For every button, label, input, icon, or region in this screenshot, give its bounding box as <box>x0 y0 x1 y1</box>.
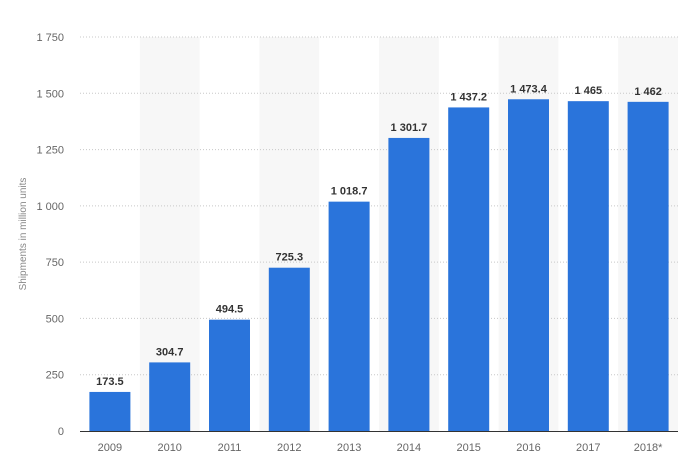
bar <box>567 101 609 431</box>
bar-data-label: 173.5 <box>96 376 124 388</box>
x-tick-label: 2010 <box>157 442 181 454</box>
bar <box>508 99 549 432</box>
bar <box>388 137 430 431</box>
y-tick-label: 1 000 <box>36 201 64 213</box>
bar-data-label: 1 018.7 <box>331 186 368 198</box>
bar <box>627 101 669 432</box>
x-tick-label: 2012 <box>277 442 301 454</box>
bar-data-label: 1 437.2 <box>450 91 487 103</box>
bar-data-labels: 173.5 304.7 494.5 725.3 1 018.7 1 301.7 1 437.… <box>96 83 662 388</box>
bar <box>149 362 191 431</box>
y-axis-title: Shipments in million units <box>18 178 29 291</box>
bar-data-label: 725.3 <box>276 252 304 264</box>
bar-data-label: 1 465 <box>575 85 603 97</box>
x-tick-label: 2016 <box>516 442 540 454</box>
y-axis-ticks: 0 250 500 750 1 000 1 250 1 500 1 750 <box>36 32 64 438</box>
x-tick-label: 2011 <box>218 442 242 454</box>
y-tick-label: 250 <box>46 370 64 382</box>
y-tick-label: 0 <box>58 426 64 438</box>
x-axis-ticks: 2009 2010 2011 2012 2013 2014 2015 2016 2017 2018… <box>98 442 664 454</box>
x-tick-label: 2014 <box>397 442 421 454</box>
y-tick-label: 750 <box>46 257 64 269</box>
x-tick-label: 2017 <box>576 442 600 454</box>
bars <box>89 99 669 432</box>
y-tick-label: 1 750 <box>36 32 64 44</box>
y-tick-label: 1 500 <box>36 88 64 100</box>
bar-data-label: 1 473.4 <box>510 83 548 95</box>
bar <box>89 391 131 431</box>
bar-data-label: 304.7 <box>156 346 184 358</box>
y-tick-label: 500 <box>46 313 64 325</box>
bar <box>209 319 250 431</box>
bar-data-label: 494.5 <box>216 304 244 316</box>
bar-data-label: 1 301.7 <box>391 122 428 134</box>
x-tick-label: 2009 <box>98 442 122 454</box>
bar <box>268 267 310 431</box>
bar-data-label: 1 462 <box>634 86 662 98</box>
x-tick-label: 2013 <box>337 442 361 454</box>
x-tick-label: 2015 <box>456 442 480 454</box>
bar <box>448 107 490 431</box>
x-tick-label: 2018* <box>634 442 663 454</box>
bar <box>328 201 370 431</box>
y-tick-label: 1 250 <box>36 145 64 157</box>
